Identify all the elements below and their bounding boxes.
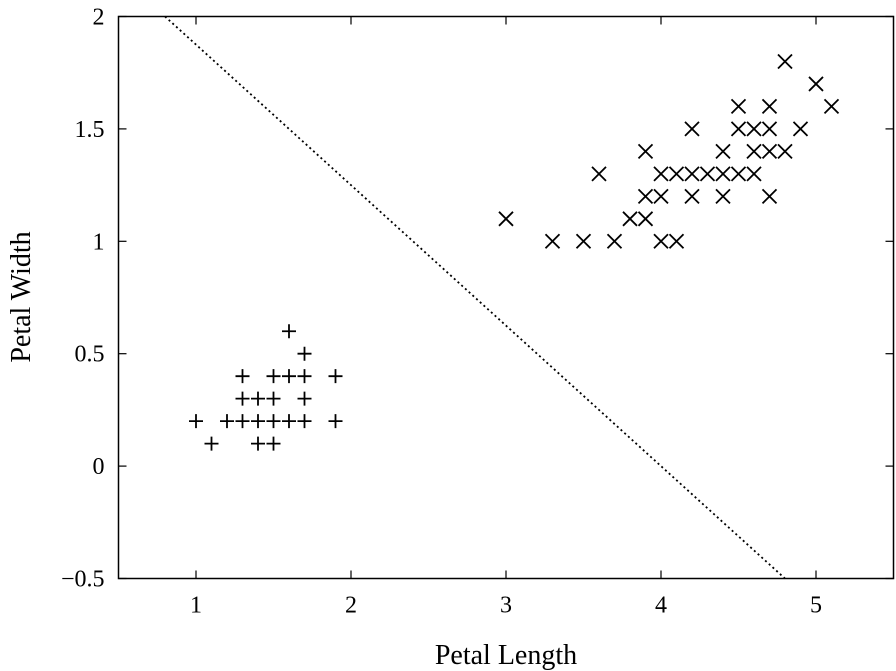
cross-marker (730, 98, 747, 115)
plus-marker (328, 414, 343, 429)
cross-marker (622, 211, 638, 227)
plus-marker (251, 436, 265, 451)
y-axis-label: Petal Width (6, 231, 37, 362)
cross-marker (730, 121, 747, 137)
data-points (189, 53, 840, 451)
decision-boundary-line (164, 15, 786, 580)
plus-marker (251, 414, 265, 429)
cross-marker (668, 233, 685, 249)
plus-marker (297, 414, 312, 429)
x-tick-label: 5 (810, 593, 822, 619)
cross-marker (591, 166, 607, 182)
x-tick-label: 1 (190, 593, 202, 619)
cross-marker (575, 233, 592, 249)
cross-marker (684, 121, 700, 137)
cross-marker (761, 121, 778, 137)
plus-marker (235, 414, 250, 429)
plus-marker (266, 414, 281, 429)
axis-tick-labels: 1 2 3 4 5 −0.5 0 0.5 1 1.5 2 (61, 5, 822, 619)
plus-marker (328, 369, 343, 384)
cross-marker (715, 188, 731, 204)
cross-marker (653, 233, 669, 249)
cross-marker (637, 211, 654, 227)
cross-marker (746, 143, 762, 160)
cross-marker (684, 166, 700, 182)
y-tick-label: 1.5 (75, 117, 105, 143)
cross-marker (777, 53, 793, 70)
cross-marker (823, 98, 840, 115)
cross-marker (637, 143, 654, 160)
cross-marker (699, 166, 716, 182)
plus-marker (282, 324, 296, 339)
cross-marker (746, 166, 762, 182)
plus-marker (297, 346, 312, 361)
plus-marker (282, 414, 296, 429)
y-tick-label: −0.5 (61, 567, 105, 593)
cross-marker (761, 143, 778, 160)
plus-marker (297, 391, 312, 406)
plus-marker (282, 369, 296, 384)
cross-marker (715, 166, 731, 182)
cross-marker (637, 188, 654, 204)
plus-marker (220, 414, 234, 429)
x-tick-label: 4 (655, 593, 667, 619)
plus-marker (189, 414, 203, 429)
cross-marker (653, 188, 669, 204)
x-tick-label: 3 (500, 593, 512, 619)
cross-marker (730, 166, 747, 182)
cross-marker (606, 233, 623, 249)
y-tick-label: 1 (93, 229, 105, 255)
cross-marker (653, 166, 669, 182)
y-tick-label: 0 (93, 454, 105, 480)
cross-marker (761, 188, 778, 204)
cross-marker (808, 76, 824, 92)
plus-marker (266, 369, 281, 384)
y-tick-label: 2 (93, 5, 105, 31)
x-axis-label: Petal Length (435, 640, 577, 671)
plus-marker (204, 436, 219, 451)
x-tick-label: 2 (345, 593, 357, 619)
plus-marker (235, 391, 250, 406)
plus-marker (266, 436, 281, 451)
cross-marker (761, 98, 778, 115)
decision-boundary (164, 15, 786, 580)
cross-marker (684, 188, 700, 204)
cross-marker (777, 143, 793, 160)
plus-marker (235, 369, 250, 384)
plus-marker (266, 391, 281, 406)
cross-marker (746, 121, 762, 137)
cross-marker (792, 121, 809, 137)
y-tick-label: 0.5 (75, 342, 105, 368)
cross-marker (498, 211, 514, 227)
axis-ticks (118, 15, 894, 580)
plus-marker (297, 369, 312, 384)
cross-marker (668, 166, 685, 182)
plot-frame (117, 15, 895, 580)
plus-marker (251, 391, 265, 406)
cross-marker (715, 143, 731, 160)
cross-marker (544, 233, 561, 249)
